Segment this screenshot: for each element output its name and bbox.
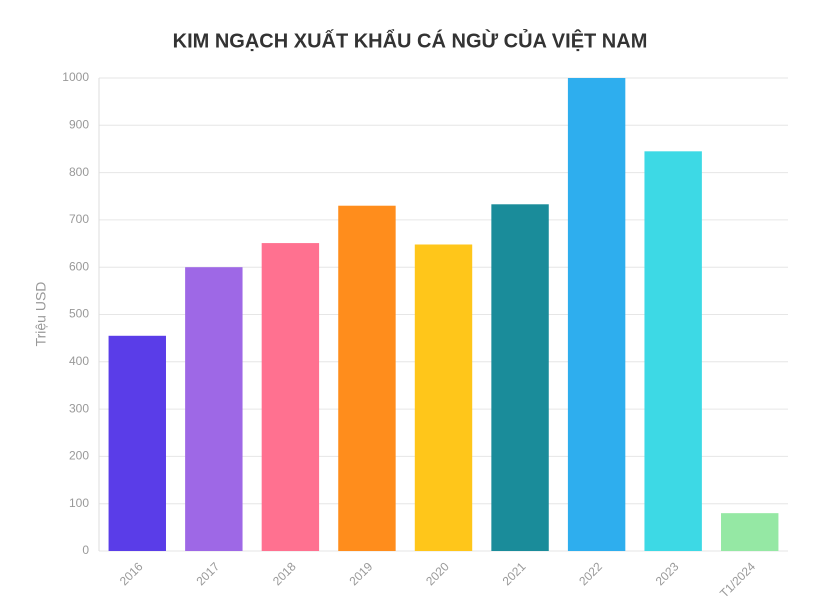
chart-title: KIM NGẠCH XUẤT KHẨU CÁ NGỪ CỦA VIỆT NAM — [173, 28, 648, 52]
y-tick-label: 600 — [69, 259, 89, 273]
y-tick-label: 100 — [69, 496, 89, 510]
x-tick-label: 2019 — [347, 559, 376, 588]
x-tick-label: T1/2024 — [717, 559, 758, 600]
y-tick-label: 0 — [82, 543, 89, 557]
x-tick-label: 2016 — [117, 559, 146, 588]
x-tick-label: 2018 — [270, 559, 299, 588]
x-tick-label: 2021 — [500, 559, 529, 588]
bar — [108, 335, 166, 551]
bar — [185, 267, 243, 551]
y-tick-label: 500 — [69, 307, 89, 321]
bar — [644, 151, 702, 551]
y-tick-label: 300 — [69, 401, 89, 415]
y-tick-label: 1000 — [62, 70, 89, 84]
bar — [567, 78, 626, 551]
y-axis-label: Triệu USD — [33, 282, 49, 347]
x-tick-label: 2017 — [193, 559, 222, 588]
y-tick-label: 200 — [69, 449, 89, 463]
bar — [261, 243, 320, 551]
bar — [721, 513, 779, 551]
bar — [338, 205, 396, 551]
y-tick-label: 900 — [69, 117, 89, 131]
y-tick-label: 400 — [69, 354, 89, 368]
x-tick-label: 2023 — [653, 559, 682, 588]
x-tick-label: 2022 — [576, 559, 605, 588]
y-tick-label: 800 — [69, 165, 89, 179]
x-tick-label: 2020 — [423, 559, 452, 588]
bar — [491, 204, 549, 551]
y-tick-label: 700 — [69, 212, 89, 226]
bar — [414, 244, 473, 551]
